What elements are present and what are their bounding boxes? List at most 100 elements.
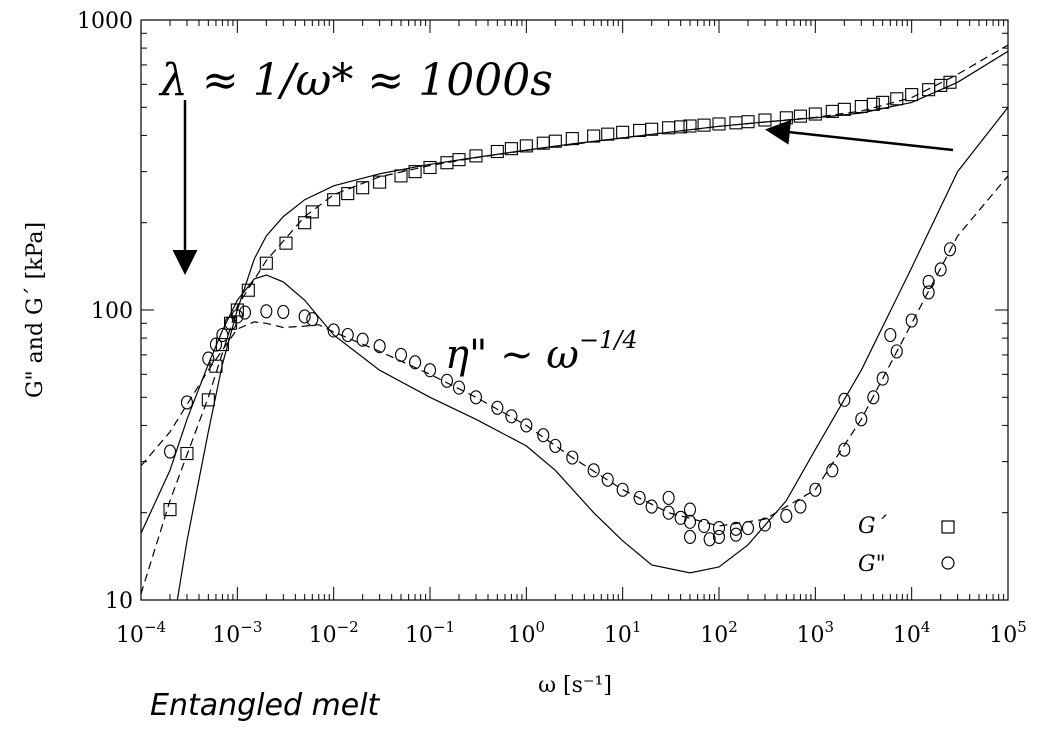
g-double-prime-point [662, 505, 675, 520]
g-prime-point [519, 139, 533, 153]
g-double-prime-point [884, 327, 897, 343]
legend-label-g-prime: G´ [858, 514, 888, 539]
g-prime-point [645, 122, 659, 136]
x-tick-label: 105 [989, 618, 1027, 648]
g-prime-point [452, 153, 466, 167]
g-prime-point [279, 236, 293, 250]
g-prime-point [305, 205, 319, 219]
g-double-prime-point [327, 323, 340, 338]
g-double-prime-point [601, 472, 614, 487]
g-double-prime-point [838, 442, 851, 457]
g-prime-point [423, 160, 437, 175]
x-tick-label: 10−1 [405, 618, 455, 648]
g-prime-point [230, 303, 244, 317]
g-double-prime-point [633, 490, 646, 505]
g-prime-point [943, 75, 957, 89]
x-tick-label: 102 [700, 618, 738, 648]
model-curve-dashed [141, 44, 1008, 595]
g-double-prime-point [549, 438, 562, 453]
plateau-arrow [765, 119, 954, 152]
g-prime-point [779, 111, 793, 125]
g-double-prime-point [794, 499, 807, 514]
g-double-prime-point [616, 482, 629, 497]
x-tick-label: 10−3 [212, 618, 262, 648]
g-double-prime-point [423, 363, 437, 378]
g-double-prime-point [683, 529, 697, 544]
g-double-prime-point [341, 327, 354, 343]
legend: G´ G" [858, 514, 955, 577]
g-prime-point [259, 256, 273, 270]
relaxation-time-annotation: λ ≈ 1/ω* ≈ 1000s [158, 55, 553, 106]
g-double-prime-point [683, 514, 697, 529]
g-double-prime-point [741, 521, 755, 536]
g-double-prime-point [277, 304, 290, 319]
g-double-prime-point [729, 521, 743, 536]
g-double-prime-point [260, 304, 273, 319]
x-tick-label: 10−4 [116, 618, 166, 648]
g-double-prime-point [712, 529, 726, 544]
g-prime-point [890, 92, 904, 106]
caption: Entangled melt [150, 688, 380, 723]
g-prime-point [934, 78, 948, 92]
g-double-prime-point [934, 262, 947, 277]
y-tick-labels: 10 100 1000 [77, 9, 133, 614]
x-tick-label: 104 [893, 618, 931, 648]
g-prime-point [490, 144, 504, 159]
g-double-prime-point [922, 285, 935, 300]
x-tick-labels: 10−4 10−3 10−2 10−1 100 101 102 103 104 105 [116, 618, 1027, 648]
g-double-prime-point [238, 305, 252, 320]
power-law-annotation: η" ~ ω−1/4 [445, 326, 638, 378]
g-double-prime-point [356, 332, 369, 347]
g-double-prime-point [520, 418, 533, 433]
g-double-prime-point [703, 532, 716, 547]
legend-circle-marker [941, 556, 955, 570]
x-tick-label: 103 [797, 618, 835, 648]
g-double-prime-point [163, 444, 177, 459]
g-prime-point [697, 118, 711, 132]
g-double-prime-point [809, 482, 822, 497]
g-prime-point [504, 142, 518, 156]
g-double-prime-point [505, 409, 518, 424]
x-tick-label: 100 [508, 618, 546, 648]
g-double-prime-point [409, 355, 422, 370]
g-double-prime-point [306, 312, 319, 327]
data-markers [163, 75, 957, 547]
g-double-prime-point [905, 313, 918, 328]
y-tick-label: 1000 [77, 9, 133, 34]
g-double-prime-point [729, 527, 743, 542]
g-double-prime-point [662, 490, 675, 505]
g-double-prime-point [826, 463, 839, 478]
g-prime-point [905, 88, 919, 102]
g-prime-point [876, 95, 890, 109]
g-double-prime-point [202, 351, 215, 366]
g-prime-point [793, 109, 807, 123]
g-double-prime-point [180, 395, 194, 410]
legend-square-marker [941, 520, 955, 534]
g-double-prime-point [231, 309, 244, 324]
g-prime-point [394, 169, 408, 183]
g-prime-point [565, 132, 579, 146]
g-prime-point [674, 120, 688, 134]
g-prime-point [373, 175, 387, 189]
axis-ticks [140, 19, 1009, 601]
g-prime-point [327, 193, 341, 207]
g-prime-point [356, 181, 370, 195]
x-tick-label: 101 [604, 618, 642, 648]
g-prime-point [729, 116, 743, 130]
g-double-prime-point [876, 371, 889, 386]
x-axis-title: ω [s⁻¹] [538, 673, 612, 698]
g-prime-point [808, 107, 822, 121]
g-prime-point [241, 283, 255, 297]
g-double-prime-point [209, 337, 223, 352]
g-prime-point [548, 134, 562, 148]
g-prime-point [201, 393, 215, 407]
legend-label-g-double-prime: G" [858, 552, 886, 577]
g-prime-point [683, 119, 697, 133]
g-double-prime-point [943, 242, 957, 257]
g-double-prime-point [683, 502, 697, 517]
g-double-prime-point [537, 428, 550, 443]
g-prime-point [712, 117, 726, 131]
g-prime-point [408, 165, 422, 179]
g-double-prime-point [491, 400, 504, 415]
model-curve-solid [141, 106, 1008, 574]
